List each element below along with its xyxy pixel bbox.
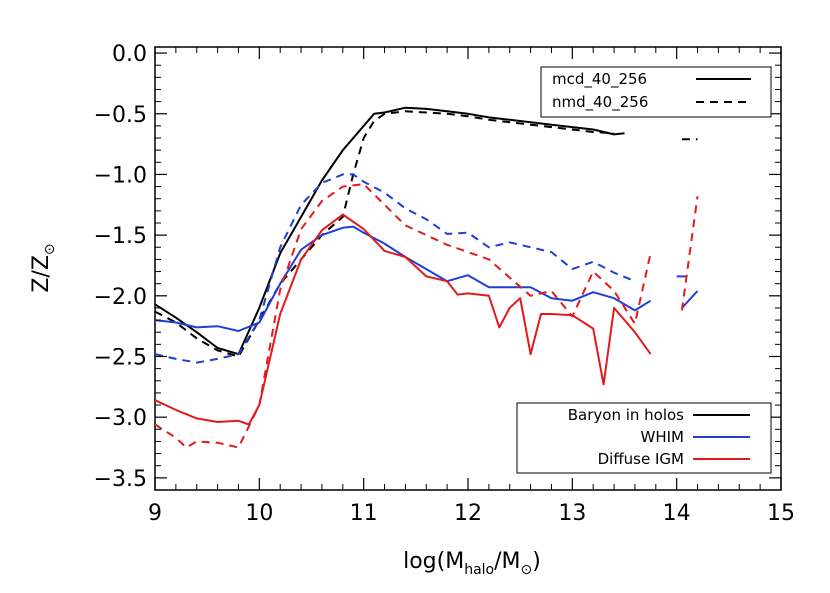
- x-tick-label: 10: [245, 501, 273, 526]
- y-tick-label: −1.5: [94, 224, 147, 249]
- y-axis-label: Z/Z⊙: [29, 243, 58, 292]
- y-tick-label: −1.0: [94, 163, 147, 188]
- y-tick-label: 0.0: [112, 42, 147, 67]
- x-tick-labels: 9 10 11 12 13 14 15: [148, 501, 795, 526]
- tick-marks: [154, 47, 782, 491]
- x-tick-label: 13: [558, 501, 586, 526]
- series-line-igm-mcd_40_256: [154, 213, 652, 426]
- legend-label-igm: Diffuse IGM: [598, 450, 684, 468]
- x-tick-label: 11: [350, 501, 378, 526]
- y-tick-label: −3.5: [94, 467, 147, 492]
- y-tick-labels: 0.0 −0.5 −1.0 −1.5 −2.0 −2.5 −3.0 −3.5: [94, 42, 147, 492]
- series-line-whim-mcd_40_256-seg2: [681, 290, 699, 309]
- legend-models-box: [540, 66, 772, 118]
- legend-label-baryon: Baryon in holos: [568, 406, 684, 424]
- y-tick-label: −2.5: [94, 345, 147, 370]
- y-tick-label: −2.0: [94, 285, 147, 310]
- y-tick-label: −3.0: [94, 406, 147, 431]
- series-line-whim-mcd_40_256: [154, 225, 652, 332]
- series-line-baryon-nmd_40_256: [154, 110, 615, 358]
- legend-label-nmd: nmd_40_256: [552, 93, 648, 112]
- series-line-whim-nmd_40_256: [154, 173, 636, 364]
- legend-label-mcd: mcd_40_256: [552, 70, 647, 89]
- x-tick-label: 15: [767, 501, 795, 526]
- x-tick-label: 12: [454, 501, 482, 526]
- x-tick-label: 14: [663, 501, 691, 526]
- series-line-igm-nmd_40_256: [154, 183, 652, 449]
- y-tick-label: −0.5: [94, 103, 147, 128]
- series-line-baryon-mcd_40_256: [154, 106, 625, 356]
- legend-label-whim: WHIM: [641, 428, 684, 446]
- legend-components: Baryon in holos WHIM Diffuse IGM: [516, 402, 772, 474]
- series-layer: [154, 106, 699, 449]
- x-axis-label: log(Mhalo/M⊙): [403, 549, 541, 578]
- x-tick-label: 9: [148, 501, 162, 526]
- legend-models: mcd_40_256 nmd_40_256: [540, 66, 772, 118]
- series-line-igm-nmd_40_256-seg1: [680, 196, 699, 311]
